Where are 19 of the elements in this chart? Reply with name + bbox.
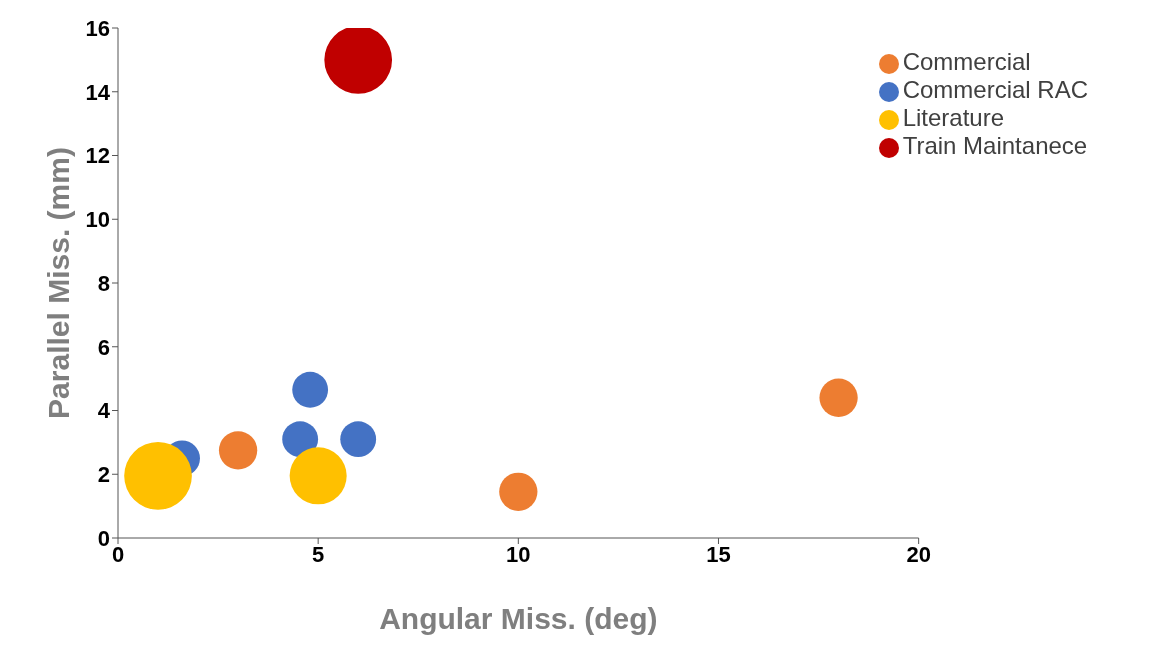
y-tick-label: 12 — [85, 143, 110, 169]
y-tick-label: 10 — [85, 207, 110, 233]
y-tick-label: 2 — [97, 462, 110, 488]
legend-label: Commercial RAC — [902, 76, 1088, 103]
y-axis-title: Parallel Miss. (mm) — [41, 147, 75, 419]
legend-label: Literature — [902, 104, 1005, 131]
y-tick-label: 4 — [97, 398, 111, 424]
x-tick-label: 10 — [506, 541, 531, 567]
legend-label: Commercial — [902, 48, 1031, 75]
x-tick-label: 20 — [906, 541, 931, 567]
x-axis-title: Angular Miss. (deg) — [379, 602, 658, 636]
y-tick-label: 8 — [97, 270, 110, 296]
x-tick-label: 5 — [312, 541, 325, 567]
y-tick-label: 14 — [85, 79, 111, 105]
y-tick-label: 0 — [97, 525, 110, 551]
legend-label: Train Maintanece — [902, 132, 1088, 159]
x-tick-label: 15 — [706, 541, 731, 567]
y-tick-label: 16 — [85, 15, 110, 41]
y-tick-label: 6 — [97, 334, 110, 360]
